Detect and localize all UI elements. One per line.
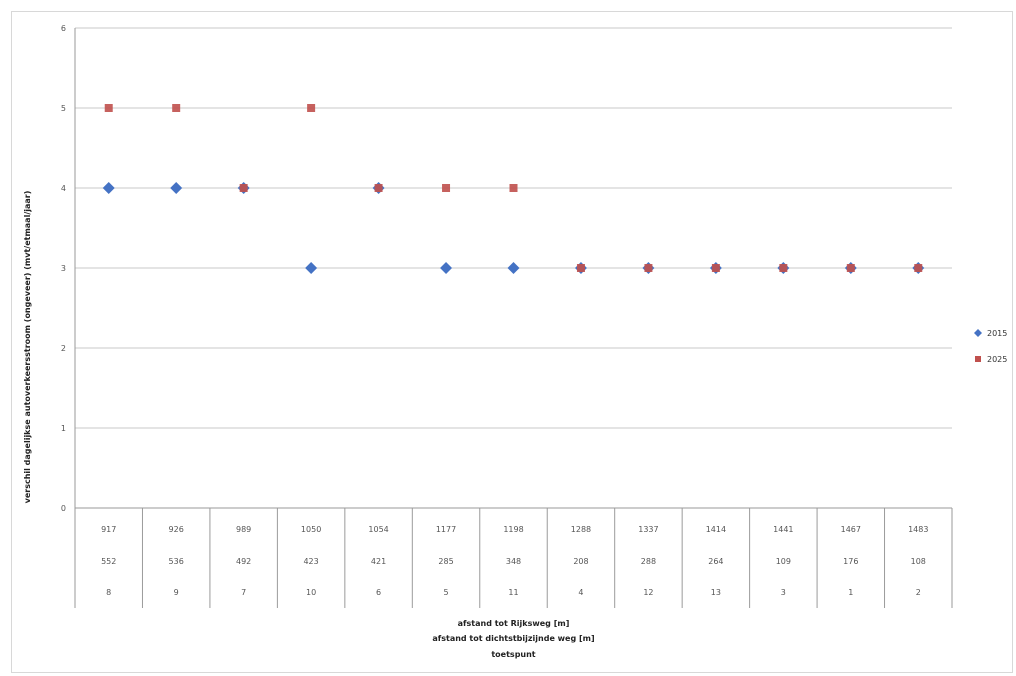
- category-label: 1050: [301, 525, 321, 534]
- category-label: 926: [169, 525, 184, 534]
- category-label: 1198: [503, 525, 523, 534]
- point-2025: [779, 264, 788, 272]
- point-2025: [104, 104, 113, 112]
- point-2025: [711, 264, 720, 272]
- point-2025: [846, 264, 855, 272]
- category-label: 176: [843, 557, 858, 566]
- legend-marker: [974, 329, 982, 337]
- x-axis-label: toetspunt: [491, 650, 535, 659]
- category-label: 1: [848, 588, 853, 597]
- point-2025: [307, 104, 316, 112]
- category-label: 108: [911, 557, 926, 566]
- gridlines: [75, 27, 952, 429]
- legend-label: 2025: [987, 355, 1007, 364]
- legend-label: 2015: [987, 329, 1007, 338]
- category-label: 13: [711, 588, 721, 597]
- category-label: 12: [643, 588, 653, 597]
- category-label: 536: [169, 557, 184, 566]
- category-label: 1414: [706, 525, 726, 534]
- category-label: 989: [236, 525, 251, 534]
- chart-frame: [11, 11, 1013, 673]
- point-2025: [509, 184, 518, 192]
- category-label: 9: [174, 588, 179, 597]
- x-axis-label: afstand tot Rijksweg [m]: [458, 619, 570, 628]
- x-axis-labels: afstand tot Rijksweg [m] afstand tot dich…: [432, 619, 594, 659]
- category-label: 8: [106, 588, 111, 597]
- category-label: 1337: [638, 525, 658, 534]
- y-tick-label: 0: [61, 504, 66, 513]
- category-label: 3: [781, 588, 786, 597]
- point-2025: [442, 184, 451, 192]
- point-2025: [172, 104, 181, 112]
- point-2015: [305, 262, 318, 274]
- category-label: 208: [573, 557, 588, 566]
- category-label: 1054: [368, 525, 388, 534]
- point-2025: [239, 184, 248, 192]
- y-tick-label: 3: [61, 264, 66, 273]
- y-axis-label: verschil dagelijkse autoverkeersstroom (…: [23, 191, 32, 504]
- axes: [74, 28, 952, 509]
- category-label: 492: [236, 557, 251, 566]
- category-label: 11: [508, 588, 518, 597]
- category-label: 4: [578, 588, 583, 597]
- point-2025: [644, 264, 653, 272]
- category-label: 7: [241, 588, 246, 597]
- point-2015: [170, 182, 183, 194]
- category-label: 348: [506, 557, 521, 566]
- point-2015: [102, 182, 115, 194]
- y-tick-label: 2: [61, 344, 66, 353]
- category-label: 109: [776, 557, 791, 566]
- y-tick-labels: 0 1 2 3 4 5 6: [61, 24, 66, 513]
- point-2015: [507, 262, 520, 274]
- category-label: 5: [443, 588, 448, 597]
- point-2025: [576, 264, 585, 272]
- category-label: 6: [376, 588, 381, 597]
- point-2025: [914, 264, 923, 272]
- category-label: 10: [306, 588, 316, 597]
- x-axis-label: afstand tot dichtstbijzijnde weg [m]: [432, 634, 594, 643]
- legend-marker: [975, 356, 981, 362]
- category-label: 1467: [841, 525, 861, 534]
- category-label: 917: [101, 525, 116, 534]
- category-label: 264: [708, 557, 723, 566]
- category-label: 285: [438, 557, 453, 566]
- y-tick-label: 6: [61, 24, 66, 33]
- y-tick-label: 1: [61, 424, 66, 433]
- category-label: 421: [371, 557, 386, 566]
- category-label: 552: [101, 557, 116, 566]
- y-tick-label: 4: [61, 184, 66, 193]
- category-label: 1441: [773, 525, 793, 534]
- legend: 2015 2025: [974, 329, 1007, 364]
- data-points: [102, 104, 925, 274]
- category-label: 288: [641, 557, 656, 566]
- category-label: 1288: [571, 525, 591, 534]
- category-label: 423: [303, 557, 318, 566]
- category-label: 1177: [436, 525, 456, 534]
- point-2015: [440, 262, 453, 274]
- category-table: 917 926 989 1050 1054 1177 1198 1288 1337 1414 144…: [74, 508, 953, 608]
- point-2025: [374, 184, 383, 192]
- category-label: 1483: [908, 525, 928, 534]
- y-tick-label: 5: [61, 104, 66, 113]
- category-label: 2: [916, 588, 921, 597]
